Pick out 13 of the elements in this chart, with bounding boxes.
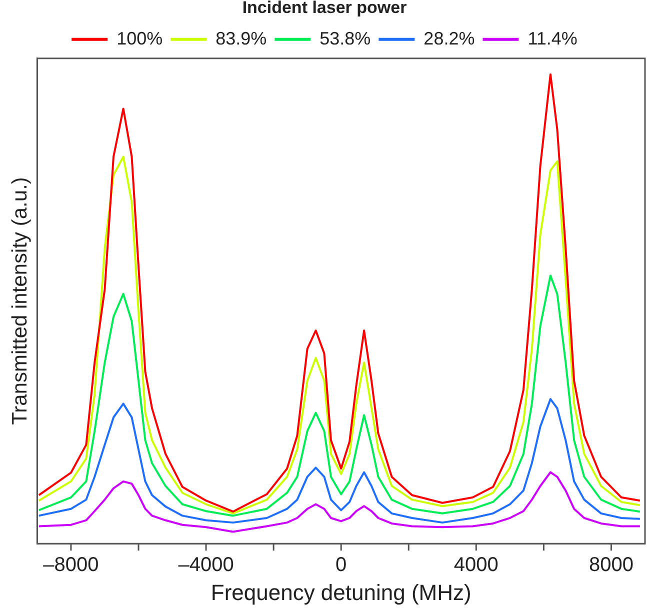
x-tick-label: 8000 [588, 554, 634, 576]
legend-label: 100% [116, 28, 163, 48]
legend-label: 53.8% [320, 28, 371, 48]
x-tick-label: –4000 [178, 554, 234, 576]
legend-label: 28.2% [424, 28, 475, 48]
legend-label: 11.4% [528, 28, 578, 48]
y-axis-title: Transmitted intensity (a.u.) [8, 177, 32, 425]
legend-label: 83.9% [216, 28, 267, 48]
legend-title: Incident laser power [242, 0, 408, 18]
x-axis-title: Frequency detuning (MHz) [210, 580, 472, 605]
x-tick-label: 4000 [454, 554, 498, 576]
x-tick-label: –8000 [43, 554, 99, 576]
x-tick-label: 0 [336, 554, 347, 576]
